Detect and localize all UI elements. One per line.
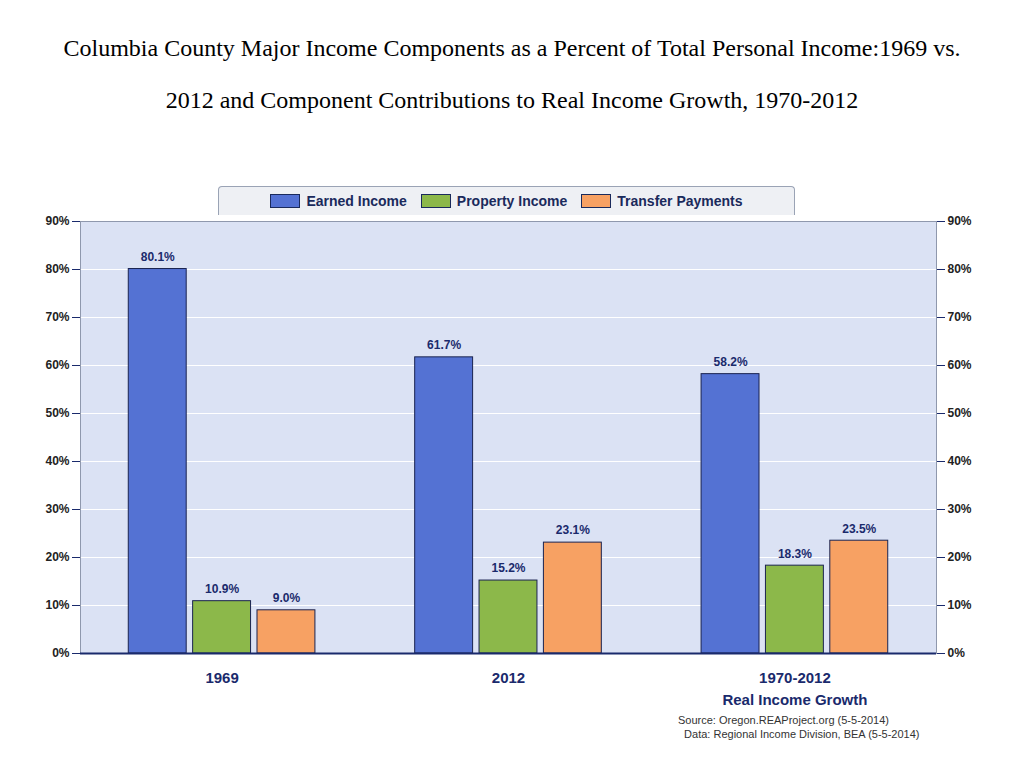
svg-text:30%: 30% [948,502,972,516]
svg-text:0%: 0% [52,646,70,660]
svg-text:23.1%: 23.1% [556,523,590,537]
svg-text:9.0%: 9.0% [273,591,301,605]
svg-text:40%: 40% [948,454,972,468]
svg-text:70%: 70% [948,310,972,324]
svg-text:10%: 10% [45,598,69,612]
svg-text:70%: 70% [45,310,69,324]
html-text:Source: Oregon.REAProject.org: Source: Oregon.REAProject.org (5-5-2014)… [678,714,920,740]
svg-text:20%: 20% [45,550,69,564]
svg-text:80.1%: 80.1% [141,250,175,264]
html-text:Property Income: Property Income [456,193,568,209]
svg-text:90%: 90% [45,214,69,228]
svg-text:20%: 20% [948,550,972,564]
svg-text:0%: 0% [948,646,966,660]
svg-text:1969: 1969 [205,669,238,686]
svg-text:50%: 50% [45,406,69,420]
svg-text:30%: 30% [45,502,69,516]
html-text:Earned Income: Earned Income [306,193,407,209]
svg-text:80%: 80% [948,262,972,276]
svg-text:1970-2012Real Income Growth: 1970-2012Real Income Growth [722,669,867,708]
svg-text:61.7%: 61.7% [427,338,461,352]
svg-text:58.2%: 58.2% [714,355,748,369]
html-text:Columbia County Major Income C: Columbia County Major Income Components … [63,35,961,113]
svg-text:15.2%: 15.2% [491,561,525,575]
svg-text:90%: 90% [948,214,972,228]
svg-text:23.5%: 23.5% [842,522,876,536]
svg-text:18.3%: 18.3% [778,547,812,561]
svg-text:80%: 80% [45,262,69,276]
svg-text:50%: 50% [948,406,972,420]
svg-text:10%: 10% [948,598,972,612]
svg-text:60%: 60% [948,358,972,372]
html-text:Transfer Payments: Transfer Payments [617,193,743,209]
svg-text:40%: 40% [45,454,69,468]
svg-text:10.9%: 10.9% [205,582,239,596]
svg-text:60%: 60% [45,358,69,372]
svg-text:2012: 2012 [492,669,525,686]
